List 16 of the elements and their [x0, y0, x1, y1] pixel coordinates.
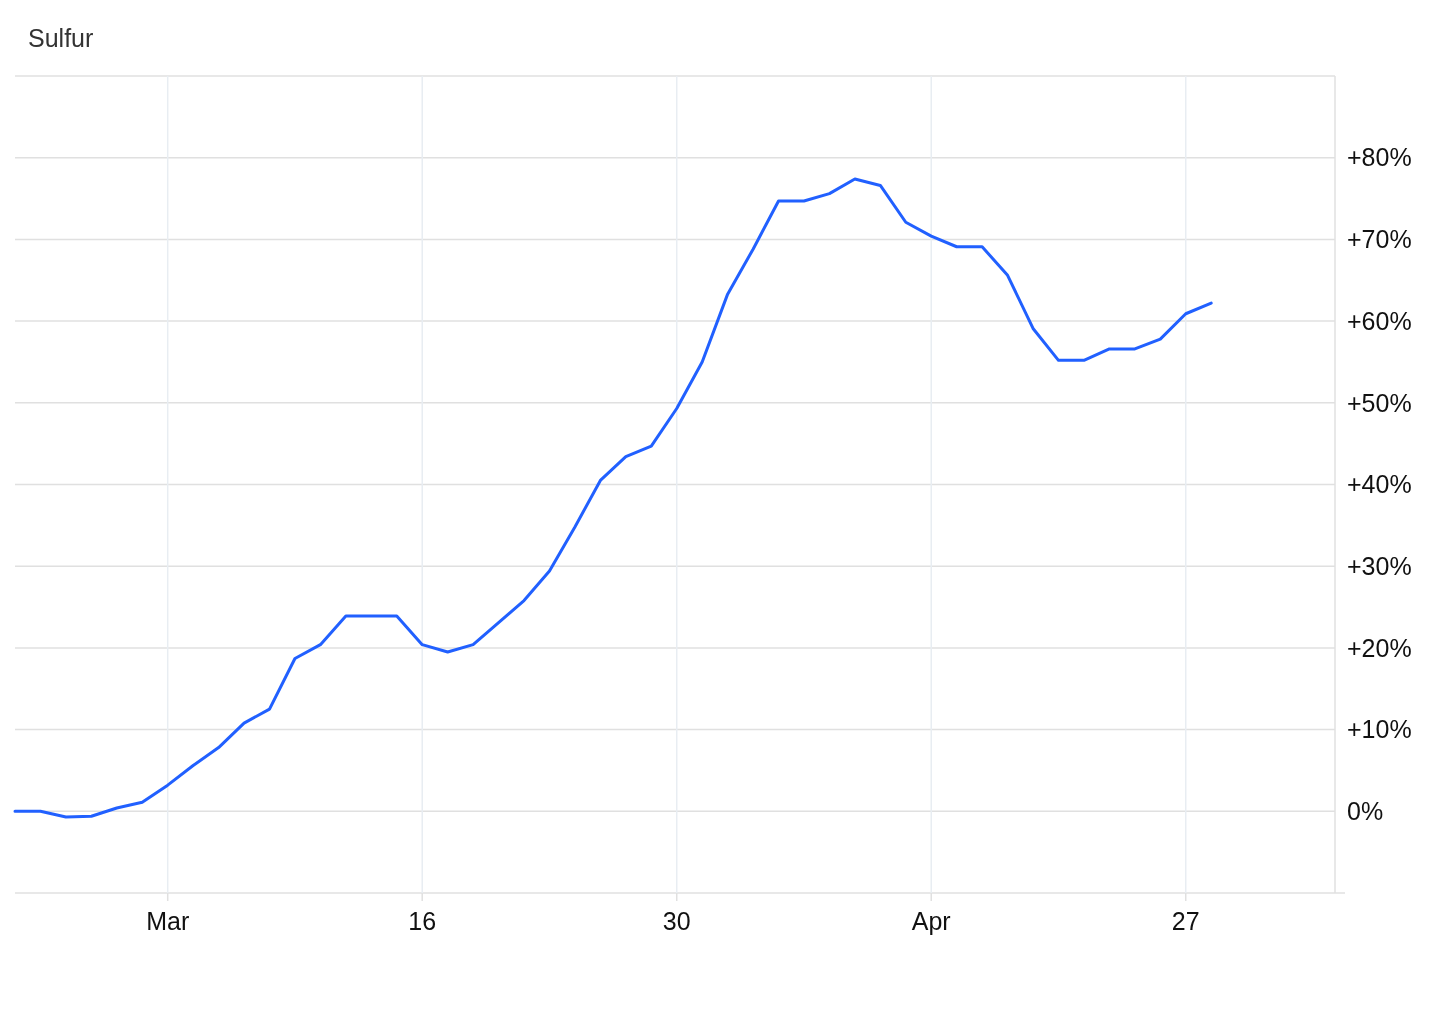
y-tick-label: +80%: [1347, 143, 1412, 172]
line-series: [13, 177, 1213, 819]
y-tick-label: +50%: [1347, 388, 1412, 417]
x-tick-label: 16: [408, 907, 437, 935]
chart-title: Sulfur: [28, 24, 94, 52]
x-tick-label: Mar: [146, 907, 190, 935]
y-tick-label: +20%: [1347, 633, 1412, 662]
y-tick-label: +10%: [1347, 715, 1412, 744]
y-tick-label: +40%: [1347, 470, 1412, 499]
y-tick-label: 0%: [1347, 797, 1384, 826]
x-tick-label: Apr: [911, 907, 951, 935]
y-tick-label: +60%: [1347, 306, 1412, 335]
x-tick-label: 27: [1171, 907, 1200, 935]
x-tick-label: 30: [662, 907, 691, 935]
y-tick-label: +70%: [1347, 225, 1412, 254]
y-tick-label: +30%: [1347, 551, 1412, 580]
